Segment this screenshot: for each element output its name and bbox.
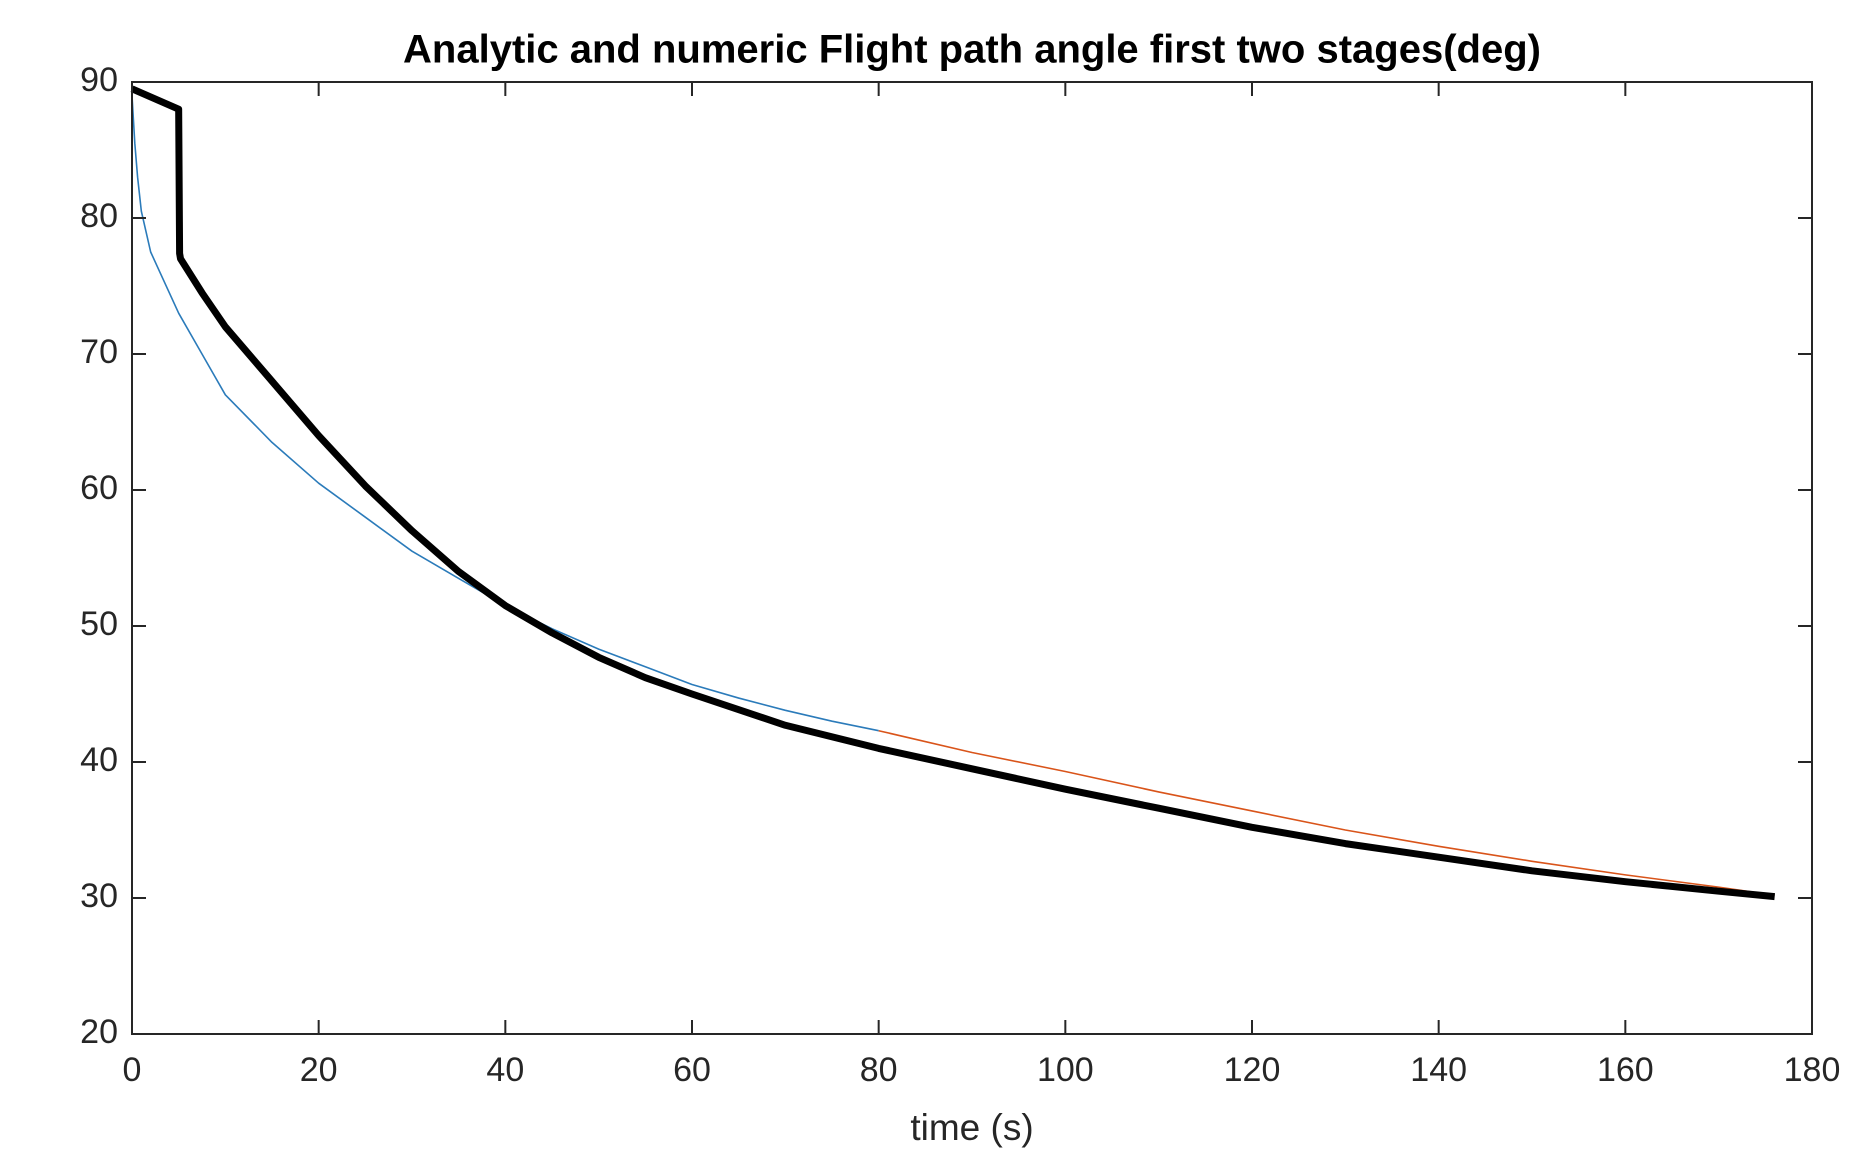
y-tick-label: 20 [80,1013,118,1051]
x-tick-label: 180 [1784,1051,1841,1089]
x-tick-label: 100 [1037,1051,1094,1089]
x-tick-label: 160 [1597,1051,1654,1089]
x-tick-label: 140 [1410,1051,1467,1089]
line-series [878,729,1775,897]
y-tick-label: 80 [80,197,118,235]
x-tick-label: 40 [486,1051,524,1089]
y-tick-label: 50 [80,605,118,643]
x-tick-label: 20 [300,1051,338,1089]
y-tick-label: 40 [80,741,118,779]
y-tick-label: 30 [80,877,118,915]
x-tick-label: 120 [1224,1051,1281,1089]
chart-title: Analytic and numeric Flight path angle f… [403,28,1541,72]
line-series [131,95,879,732]
x-tick-label: 0 [123,1051,142,1089]
x-tick-label: 60 [673,1051,711,1089]
x-tick-label: 80 [860,1051,898,1089]
y-tick-label: 90 [80,61,118,99]
y-tick-label: 70 [80,333,118,371]
plot-frame [131,81,1813,1035]
x-axis-label: time (s) [910,1107,1033,1148]
line-series [130,85,1776,901]
y-tick-label: 60 [80,469,118,507]
